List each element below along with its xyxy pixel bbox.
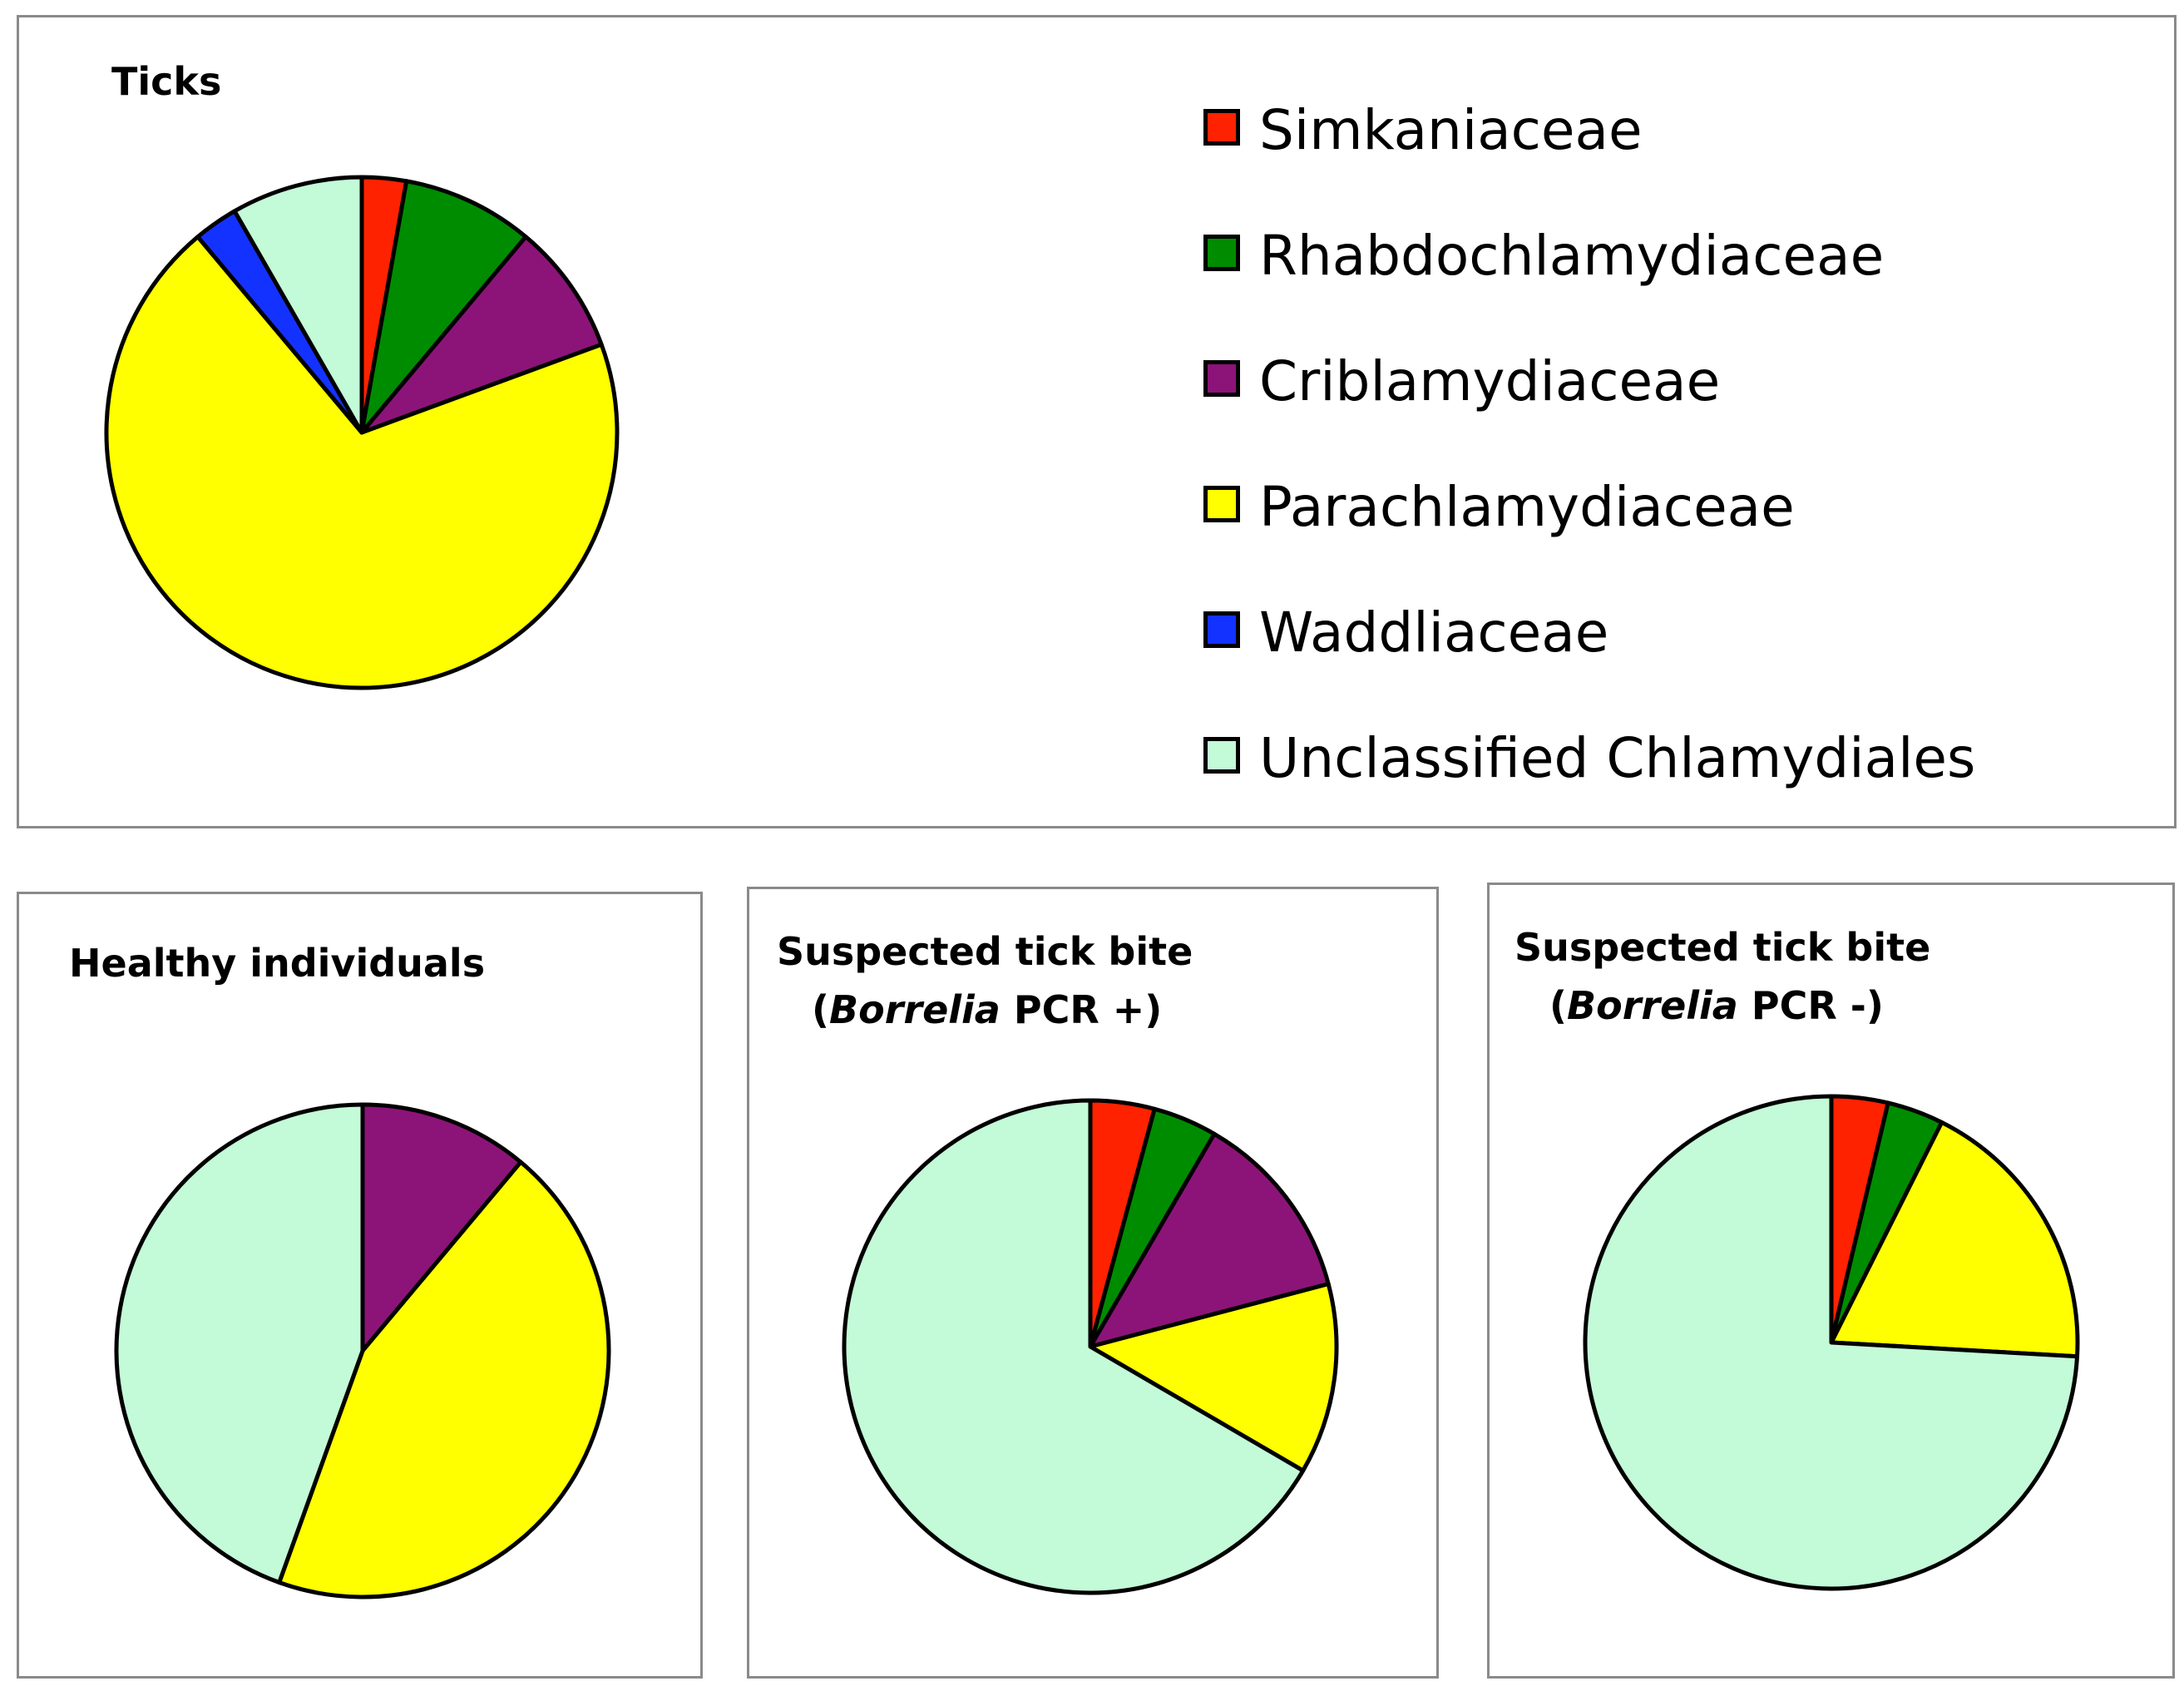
legend-swatch-rhabdochlamydiaceae	[1203, 235, 1240, 271]
pie-slice-rhabdochlamydiaceae	[359, 179, 528, 435]
legend-swatch-parachlamydiaceae	[1203, 486, 1240, 522]
subtitle-italic: Borrelia	[1567, 983, 1738, 1028]
pie-chart-ticks	[104, 175, 620, 690]
pie-slice-parachlamydiaceae	[104, 235, 620, 690]
legend-label: Parachlamydiaceae	[1259, 475, 1795, 539]
pie-slice-criblamydiaceae	[1088, 1131, 1331, 1349]
subtitle-suffix: PCR -)	[1737, 983, 1884, 1028]
legend-label: Simkaniaceae	[1259, 98, 1643, 162]
pie-chart-suspected-pcr-negative	[1583, 1094, 2080, 1591]
panel-ticks: Ticks Simkaniaceae Rhabdochlamydiaceae C…	[17, 15, 2177, 828]
legend-swatch-unclassified-chlamydiales	[1203, 737, 1240, 774]
legend-label: Criblamydiaceae	[1259, 349, 1721, 413]
panel-healthy-individuals: Healthy individuals	[17, 892, 703, 1679]
chart-subtitle-line: (Borrelia PCR +)	[777, 981, 1193, 1039]
chart-title-line: Suspected tick bite	[1514, 925, 1931, 970]
chart-subtitle-line: (Borrelia PCR -)	[1514, 977, 1930, 1035]
legend-swatch-simkaniaceae	[1203, 109, 1240, 146]
legend-swatch-criblamydiaceae	[1203, 360, 1240, 397]
pie-slice-unclassified-chlamydiales	[232, 175, 364, 435]
panel-suspected-tick-bite-pcr-negative: Suspected tick bite (Borrelia PCR -)	[1487, 883, 2175, 1679]
panel-suspected-tick-bite-pcr-positive: Suspected tick bite (Borrelia PCR +)	[747, 887, 1439, 1679]
pie-slice-criblamydiaceae	[360, 1102, 523, 1353]
legend-label: Rhabdochlamydiaceae	[1259, 224, 1885, 288]
legend-label: Unclassified Chlamydiales	[1259, 726, 1976, 790]
pie-slice-parachlamydiaceae	[1829, 1120, 2080, 1359]
chart-title-suspected-pcr-positive: Suspected tick bite (Borrelia PCR +)	[777, 922, 1193, 1039]
chart-title-ticks: Ticks	[111, 59, 222, 104]
chart-title-suspected-pcr-negative: Suspected tick bite (Borrelia PCR -)	[1514, 918, 1930, 1035]
pie-chart-suspected-pcr-positive	[842, 1098, 1339, 1595]
subtitle-prefix: (	[812, 987, 830, 1032]
legend-swatch-waddliaceae	[1203, 611, 1240, 648]
chart-title-healthy-individuals: Healthy individuals	[69, 941, 486, 986]
pie-slice-unclassified-chlamydiales	[1583, 1094, 2080, 1591]
subtitle-suffix: PCR +)	[1000, 987, 1163, 1032]
pie-slice-unclassified-chlamydiales	[842, 1098, 1306, 1595]
pie-slice-parachlamydiaceae	[277, 1159, 611, 1600]
pie-slice-unclassified-chlamydiales	[114, 1102, 365, 1585]
legend-label: Waddliaceae	[1259, 601, 1609, 665]
chart-title-line: Suspected tick bite	[777, 929, 1193, 974]
subtitle-prefix: (	[1549, 983, 1568, 1028]
pie-slice-parachlamydiaceae	[1088, 1282, 1339, 1473]
subtitle-italic: Borrelia	[829, 987, 1001, 1032]
pie-slice-criblamydiaceae	[359, 235, 604, 435]
pie-chart-healthy-individuals	[114, 1102, 611, 1600]
